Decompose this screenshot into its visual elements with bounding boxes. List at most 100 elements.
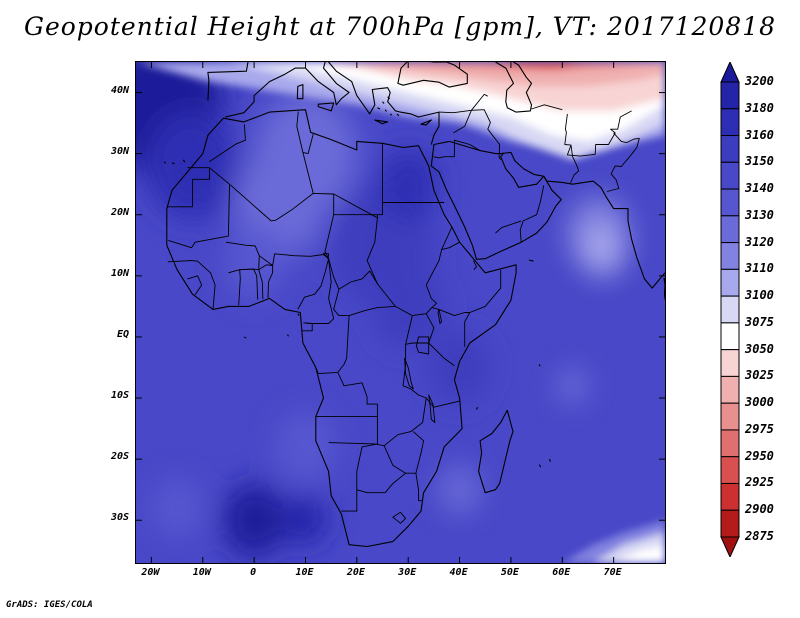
colorbar-top-arrow (720, 62, 740, 83)
island-outline (163, 161, 167, 164)
colorbar-segment (720, 108, 740, 137)
lon-tick-label: 10W (192, 567, 211, 578)
colorbar-segment (720, 429, 740, 458)
island-outline (171, 162, 175, 165)
colorbar-level-label: 2875 (745, 529, 774, 543)
country-border (402, 315, 413, 390)
country-border (267, 265, 274, 298)
country-border (433, 139, 481, 159)
island-outline (538, 464, 542, 468)
country-border (415, 473, 424, 502)
colorbar-segment (720, 215, 740, 244)
country-border (441, 241, 460, 251)
country-border (302, 133, 314, 155)
country-border (228, 255, 260, 274)
colorbar-segment (720, 482, 740, 511)
lake-outline (415, 336, 430, 355)
coastline-black-sea (397, 62, 468, 88)
footer-credit: GrADS: IGES/COLA (6, 600, 93, 610)
lat-tick-label: 30S (110, 512, 129, 524)
lat-tick-label: 20N (110, 206, 129, 218)
island-outline (475, 406, 479, 410)
colorbar-level-label: 3025 (745, 368, 774, 383)
lake-outline (437, 308, 443, 324)
map-frame (135, 61, 666, 564)
lon-tick-label: 30E (398, 567, 417, 578)
height-field-region (582, 226, 624, 276)
country-border (168, 167, 230, 249)
country-border (302, 322, 313, 332)
coastline-caspian (495, 62, 533, 113)
lake-outline (243, 336, 247, 339)
country-border (431, 269, 502, 317)
lake-outline (428, 394, 436, 423)
country-border (531, 104, 563, 111)
island-outline (377, 107, 381, 110)
coastline-arabia (430, 140, 562, 260)
lon-tick-label: 0 (250, 567, 257, 578)
colorbar-segment (720, 456, 740, 484)
coastline-mediterranean (225, 62, 440, 145)
country-border (606, 132, 640, 192)
colorbar (720, 62, 740, 557)
country-border (438, 93, 489, 114)
lat-tick-label: 10N (110, 267, 129, 279)
coastline-europe (207, 62, 249, 101)
island-outline (420, 119, 432, 126)
height-field-region (254, 92, 357, 215)
height-field-region (151, 477, 203, 539)
lon-tick-label: 40E (449, 567, 468, 578)
height-field-region (428, 330, 491, 405)
height-band-north (485, 62, 604, 72)
colorbar-segment (720, 161, 740, 190)
island-outline (382, 101, 385, 104)
coastline-layer (163, 62, 665, 548)
lat-tick-label: 30N (110, 145, 129, 157)
country-border (495, 220, 522, 234)
country-border (472, 260, 477, 270)
map-title: Geopotential Height at 700hPa [gpm], VT:… (23, 12, 777, 41)
colorbar-level-label: 3180 (745, 100, 774, 115)
height-field-region (439, 465, 481, 515)
country-border (297, 258, 330, 310)
country-border (315, 315, 350, 375)
colorbar-segment (720, 349, 740, 377)
height-field-region (557, 367, 588, 405)
country-border (356, 472, 406, 494)
island-outline (297, 313, 300, 316)
island-outline (528, 259, 534, 262)
colorbar-segment (720, 509, 740, 538)
colorbar-level-label: 3050 (745, 341, 774, 356)
height-field-region (223, 483, 285, 557)
lon-tick-label: 20W (141, 567, 160, 578)
lat-tick-label: 10S (110, 390, 129, 402)
country-border (166, 167, 210, 208)
colorbar-level-label: 3100 (745, 288, 774, 303)
colorbar-segment (720, 242, 740, 270)
colorbar-level-label: 3150 (745, 154, 774, 169)
lon-tick-label: 60E (552, 567, 571, 578)
colorbar-level-label: 3075 (745, 314, 774, 329)
island-outline (374, 119, 389, 125)
lake-outline (404, 357, 414, 390)
height-band-north (510, 62, 578, 67)
colorbar-level-label: 3120 (745, 234, 774, 249)
colorbar-level-label: 3000 (745, 395, 774, 410)
colorbar-level-label: 2925 (745, 475, 774, 490)
coastline-madagascar (478, 409, 514, 494)
axis-ticks (136, 62, 665, 563)
height-field-region (377, 147, 440, 221)
island-outline (389, 113, 393, 116)
country-border (570, 145, 580, 184)
country-border (519, 185, 545, 243)
map-svg (136, 62, 665, 563)
island-outline (296, 84, 304, 100)
coastline-africa (166, 109, 517, 548)
colorbar-level-label: 2900 (745, 502, 774, 517)
colorbar-level-label: 3200 (745, 74, 774, 88)
height-field-region (284, 495, 327, 545)
country-border (225, 194, 335, 266)
height-contour-bands (136, 62, 665, 563)
island-outline (396, 113, 400, 117)
island-outline (387, 96, 391, 100)
